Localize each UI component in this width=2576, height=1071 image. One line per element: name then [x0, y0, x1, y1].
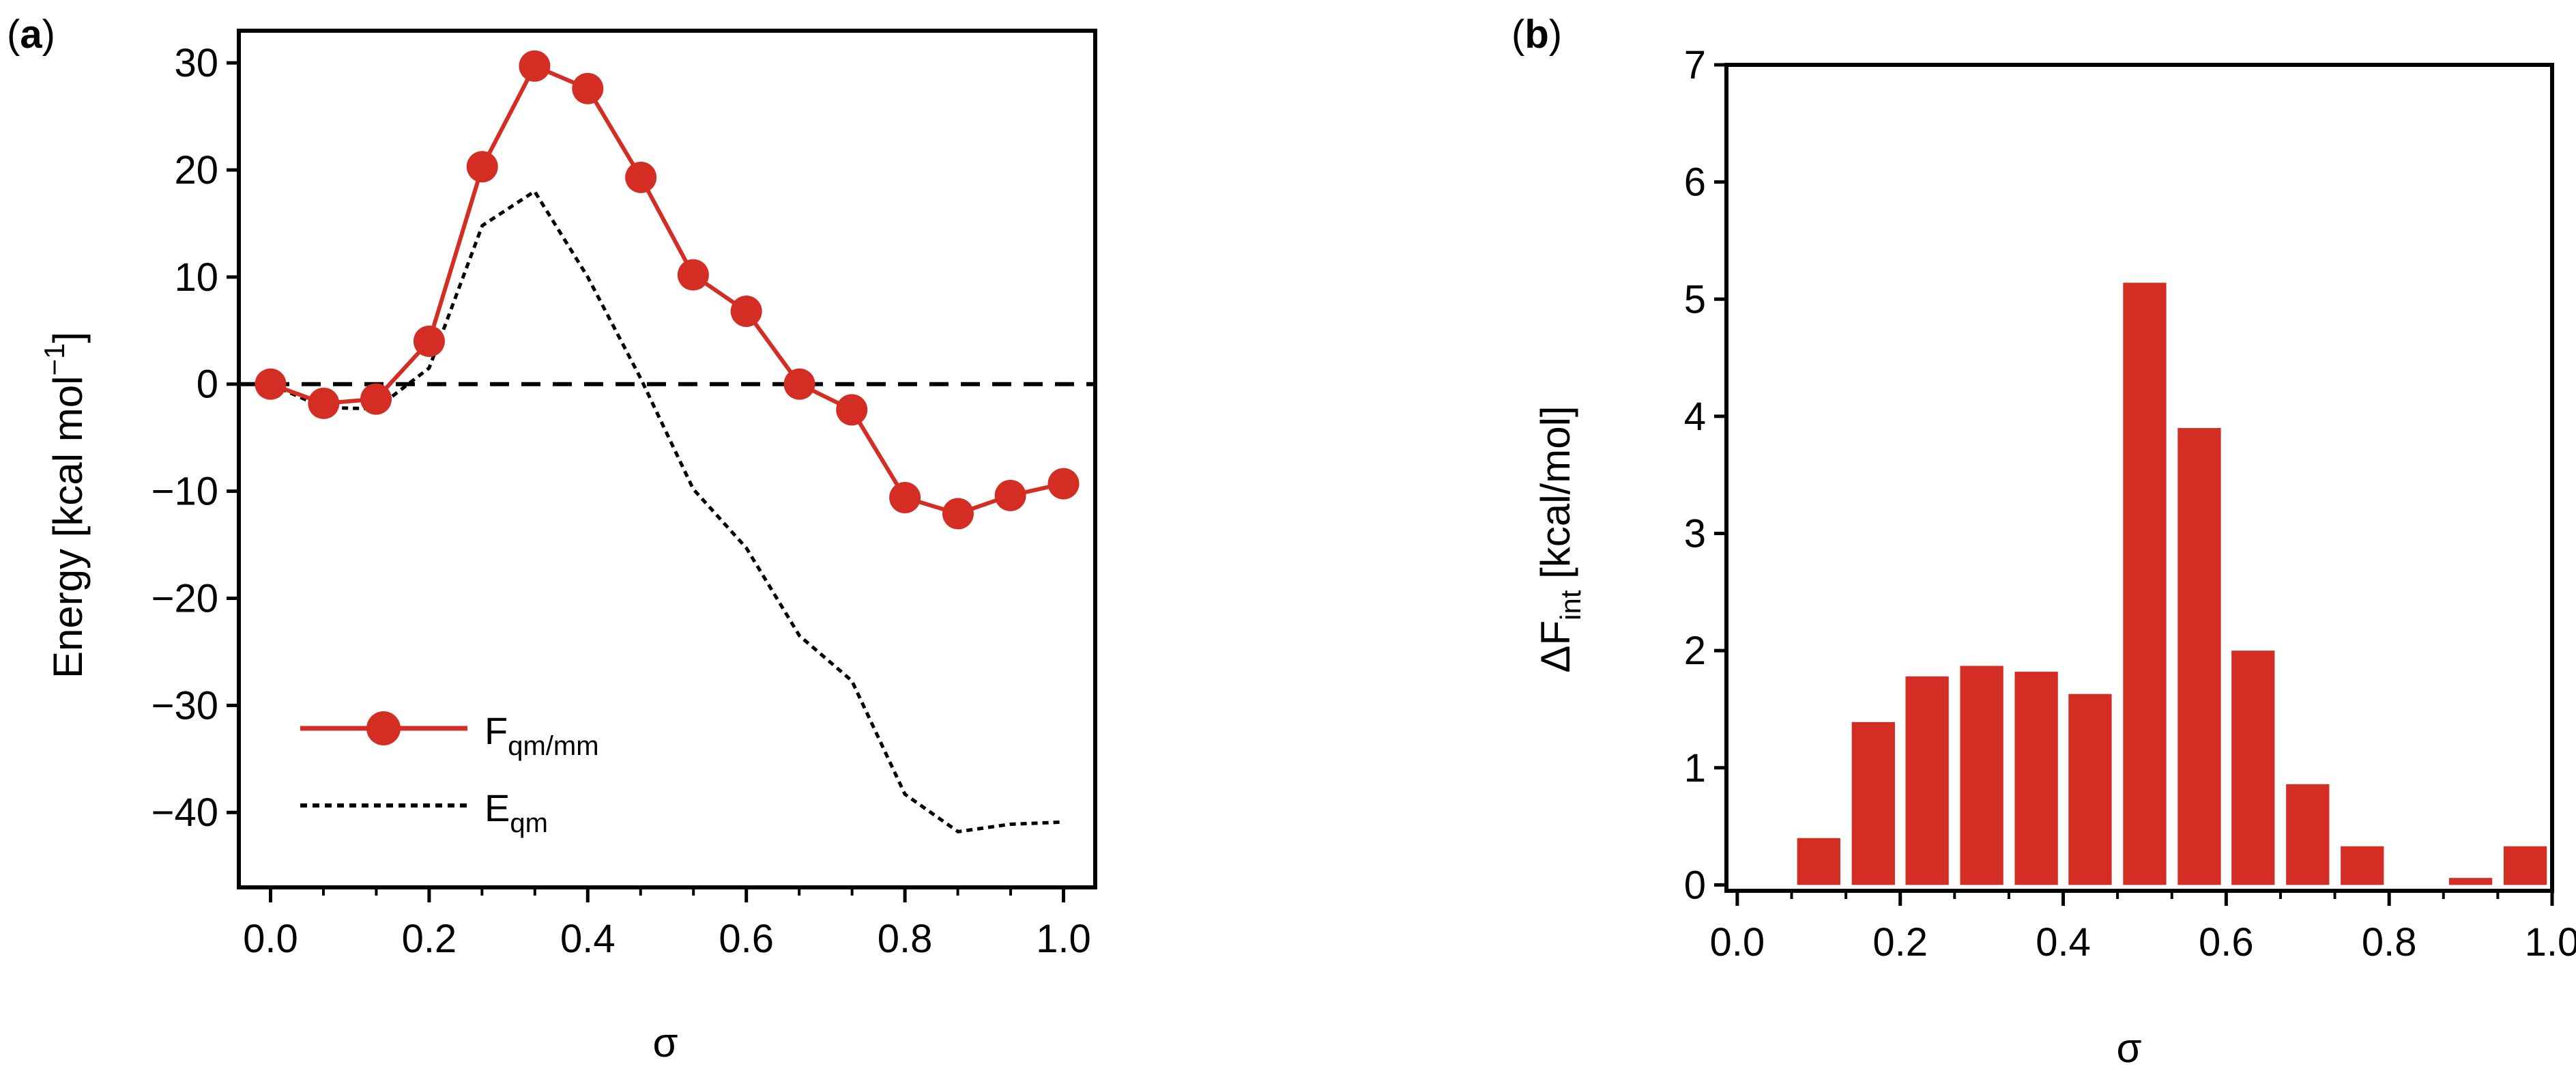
bar — [2123, 283, 2167, 885]
bar — [1797, 838, 1840, 885]
panel-a-plot: 30 20 10 0 −10 −20 −30 −40 0.0 0.2 0.4 0.6 0.8 1.0 — [151, 29, 1097, 961]
series-fqmmm-point — [677, 259, 709, 291]
series-fqmmm-point — [360, 383, 392, 415]
y-tick-label: −20 — [151, 576, 218, 620]
y-tick-label: 1 — [1684, 746, 1706, 790]
panel-a-legend: Fqm/mm Eqm — [300, 709, 599, 838]
bar — [2448, 878, 2493, 885]
y-tick-label: −40 — [151, 790, 218, 835]
series-fqmmm-point — [255, 368, 287, 400]
y-tick-label: 20 — [174, 148, 218, 192]
panel-a-ylabel: Energy [kcal mol−1] — [38, 332, 91, 679]
legend-eqm-label: Eqm — [484, 786, 548, 838]
panel-b-xlabel: σ — [2116, 1025, 2141, 1071]
x-tick-label: 0.0 — [243, 917, 298, 961]
y-tick-label: 30 — [174, 41, 218, 85]
bar — [2068, 694, 2112, 885]
series-fqmmm-point — [1047, 468, 1080, 500]
panel-a-frame — [237, 29, 1097, 889]
x-tick-label: 1.0 — [1036, 917, 1091, 961]
bar — [2014, 672, 2058, 885]
series-eqm-line — [270, 188, 1064, 834]
panel-b-ylabel: ΔFint [kcal/mol] — [1533, 405, 1587, 672]
y-tick-label: 0 — [1684, 863, 1706, 907]
legend-fqmmm-marker — [366, 711, 401, 745]
panel-b-frame — [1724, 63, 2554, 893]
y-tick-label: −10 — [151, 470, 218, 514]
bar — [1851, 722, 1895, 885]
series-fqmmm-point — [942, 498, 974, 530]
x-tick-label: 0.4 — [560, 917, 616, 961]
y-tick-label: 5 — [1684, 277, 1706, 322]
y-tick-label: 3 — [1684, 512, 1706, 556]
panel-b-plot: 0 1 2 3 4 5 6 7 0.0 0.2 0.4 0.6 0.8 1.0 — [1684, 43, 2576, 965]
bar — [1960, 666, 2003, 885]
x-tick-label: 0.2 — [1872, 920, 1928, 965]
y-tick-label: −30 — [151, 683, 218, 728]
bar — [2231, 651, 2275, 885]
series-fqmmm-point — [519, 50, 551, 82]
y-tick-label: 10 — [174, 255, 218, 300]
bar — [2503, 846, 2547, 885]
panel-a-xlabel: σ — [652, 1020, 678, 1066]
series-fqmmm-point — [730, 296, 762, 328]
x-tick-label: 0.0 — [1710, 920, 1765, 965]
series-fqmmm-point — [994, 479, 1026, 511]
series-fqmmm-point — [466, 151, 498, 183]
series-fqmmm-line — [270, 63, 1065, 516]
x-tick-label: 0.6 — [719, 917, 774, 961]
x-tick-label: 0.8 — [2362, 920, 2417, 965]
bar — [1905, 676, 1949, 885]
series-fqmmm-point — [308, 387, 340, 419]
x-tick-label: 0.4 — [2036, 920, 2091, 965]
legend-fqmmm-label: Fqm/mm — [484, 709, 599, 761]
y-tick-label: 4 — [1684, 395, 1706, 439]
series-fqmmm-point — [413, 325, 445, 357]
y-tick-label: 6 — [1684, 160, 1706, 205]
bar — [2177, 428, 2221, 885]
series-fqmmm-point — [783, 368, 815, 400]
x-tick-label: 0.6 — [2199, 920, 2254, 965]
y-tick-label: 2 — [1684, 629, 1706, 673]
bar — [2286, 784, 2330, 885]
x-tick-label: 0.8 — [878, 917, 933, 961]
panel-b-label: (b) — [1511, 12, 1562, 57]
series-fqmmm-point — [625, 161, 657, 193]
y-tick-label: 7 — [1684, 43, 1706, 87]
series-fqmmm-point — [889, 481, 921, 513]
bar — [2341, 846, 2384, 885]
series-fqmmm-point — [836, 394, 868, 426]
x-tick-label: 1.0 — [2525, 920, 2576, 965]
series-fqmmm-point — [572, 72, 604, 104]
y-tick-label: 0 — [197, 362, 218, 407]
panel-a-label: (a) — [7, 12, 55, 57]
x-tick-label: 0.2 — [402, 917, 457, 961]
